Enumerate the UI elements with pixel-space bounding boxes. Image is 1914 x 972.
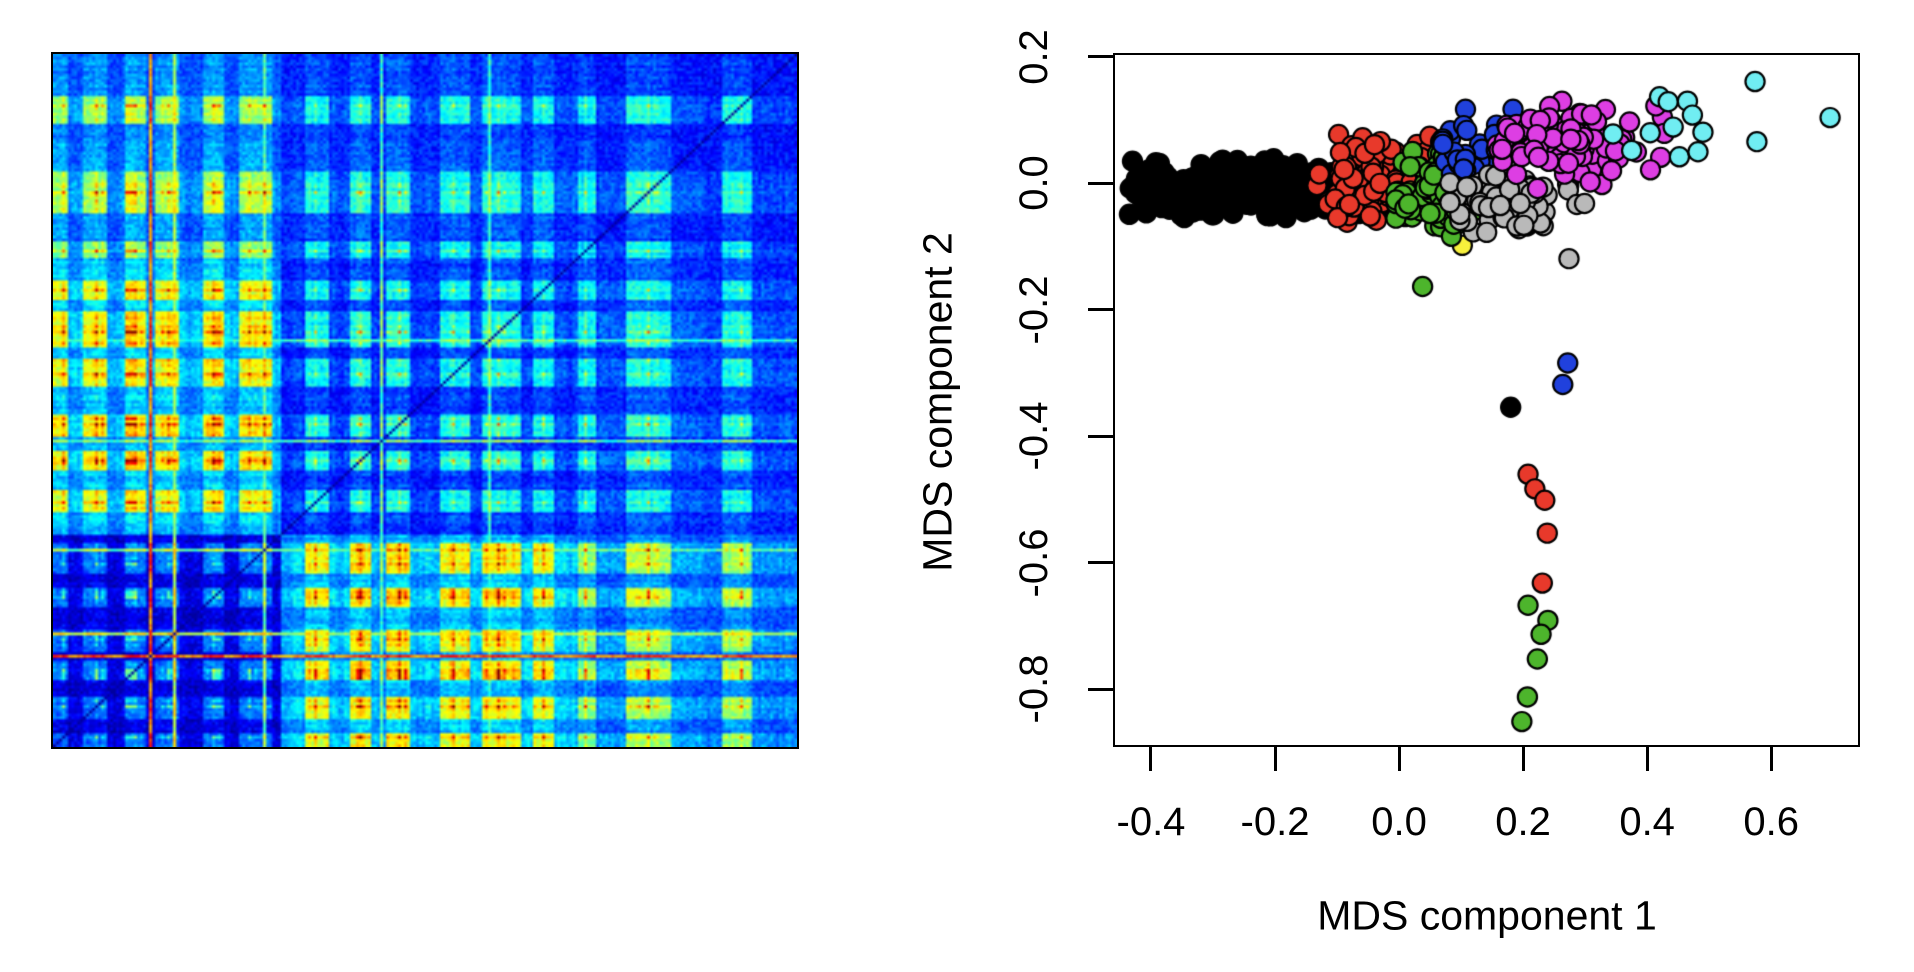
y-tick-label: 0.0 bbox=[1012, 155, 1056, 212]
heatmap-border bbox=[51, 52, 799, 749]
y-axis-tick bbox=[1088, 181, 1115, 185]
y-tick-label: -0.6 bbox=[1012, 528, 1056, 598]
heatmap-canvas bbox=[53, 54, 797, 747]
y-axis-tick bbox=[1088, 687, 1115, 691]
x-axis-tick bbox=[1645, 747, 1649, 771]
y-axis-title: MDS component 2 bbox=[914, 232, 961, 572]
y-axis-tick bbox=[1088, 561, 1115, 565]
x-tick-label: 0.6 bbox=[1743, 800, 1799, 844]
x-tick-label: 0.2 bbox=[1495, 800, 1551, 844]
y-axis-tick bbox=[1088, 434, 1115, 438]
x-axis-title: MDS component 1 bbox=[1317, 892, 1657, 939]
x-tick-label: -0.2 bbox=[1240, 800, 1310, 844]
y-tick-label: -0.2 bbox=[1012, 275, 1056, 345]
y-tick-label: -0.8 bbox=[1012, 654, 1056, 724]
y-axis-tick bbox=[1088, 55, 1115, 59]
x-axis-tick bbox=[1149, 747, 1153, 771]
y-tick-label: 0.2 bbox=[1012, 29, 1056, 85]
y-tick-label: -0.4 bbox=[1012, 401, 1056, 471]
x-axis-tick bbox=[1769, 747, 1773, 771]
x-tick-label: 0.0 bbox=[1371, 800, 1427, 844]
y-axis-tick bbox=[1088, 308, 1115, 312]
x-axis-tick bbox=[1273, 747, 1277, 771]
x-tick-label: -0.4 bbox=[1116, 800, 1186, 844]
x-axis-tick bbox=[1397, 747, 1401, 771]
scatter-canvas bbox=[1115, 55, 1858, 745]
x-axis-tick bbox=[1521, 747, 1525, 771]
x-tick-label: 0.4 bbox=[1619, 800, 1675, 844]
